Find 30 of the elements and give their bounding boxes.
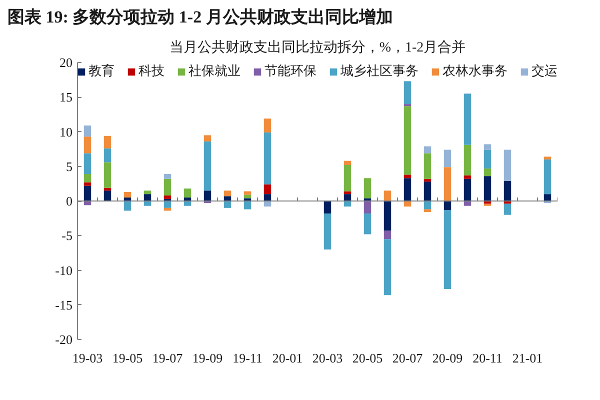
x-tick-label: 19-11: [232, 350, 262, 366]
x-tick-label: 20-11: [472, 350, 502, 366]
x-tick-label: 21-01: [512, 350, 543, 366]
y-tick-label: 20: [60, 55, 72, 70]
y-tick-label: 15: [60, 90, 72, 105]
y-tick-label: -20: [55, 332, 73, 347]
x-tick-label: 20-01: [272, 350, 303, 366]
legend-label: 教育: [88, 62, 114, 80]
legend-label: 城乡社区事务: [340, 62, 418, 80]
legend-label: 科技: [138, 62, 164, 80]
x-tick-label: 20-09: [432, 350, 463, 366]
x-tick-label: 19-03: [72, 350, 103, 366]
y-tick-label: -5: [62, 228, 73, 244]
legend-label: 社保就业: [188, 62, 240, 80]
y-tick-label: -10: [55, 262, 73, 278]
x-tick-label: 19-07: [152, 350, 184, 366]
y-tick-label: 5: [66, 158, 72, 174]
legend-label: 农林水事务: [442, 62, 508, 80]
legend-label: 节能环保: [264, 62, 316, 80]
y-tick-label: 0: [66, 194, 72, 208]
legend-label: 交运: [532, 62, 558, 80]
y-tick-label: 10: [60, 124, 72, 140]
x-tick-label: 20-05: [352, 350, 383, 366]
y-tick-label: -15: [55, 297, 73, 312]
x-tick-label: 20-03: [312, 350, 343, 366]
x-tick-label: 20-07: [392, 350, 424, 366]
chart-subtitle: 当月公共财政支出同比拉动拆分，%，1-2月合并: [169, 40, 466, 56]
chart-title: 图表 19: 多数分项拉动 1-2 月公共财政支出同比增加: [8, 8, 393, 26]
x-tick-label: 19-09: [192, 350, 223, 366]
x-tick-label: 19-05: [112, 350, 143, 366]
